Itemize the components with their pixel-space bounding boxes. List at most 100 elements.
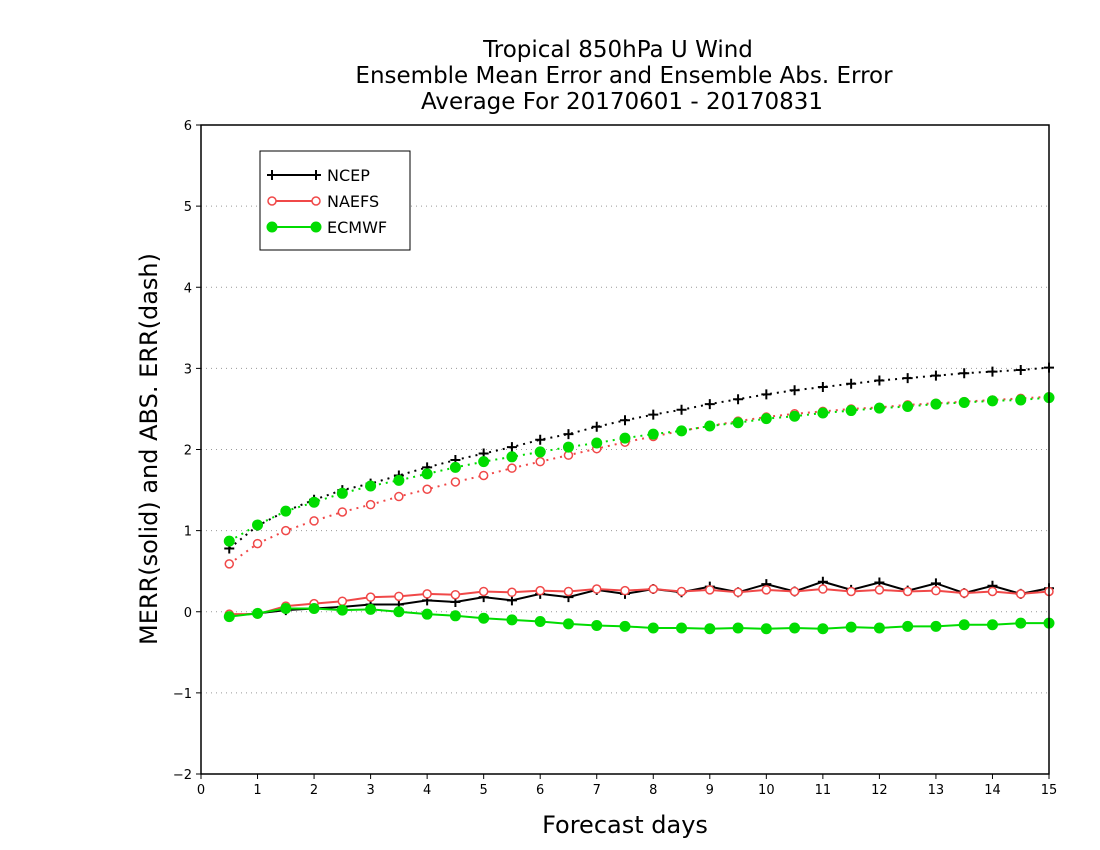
naefs-merr-point (987, 586, 998, 597)
naefs-abs-err-line (228, 395, 1050, 565)
ncep-abs-err-point (761, 389, 772, 400)
naefs-merr-point (365, 592, 376, 602)
y-tick-label: −2 (173, 768, 192, 783)
naefs-abs-err-point (450, 477, 461, 487)
naefs-merr-point (620, 585, 630, 596)
ecmwf-merr-point (252, 607, 264, 619)
naefs-merr-point (676, 586, 687, 597)
ncep-abs-err-point (506, 442, 517, 453)
x-tick-label: 0 (197, 783, 205, 798)
naefs-merr-point (902, 586, 913, 597)
naefs-merr-point (450, 589, 461, 600)
x-tick-label: 13 (928, 783, 945, 798)
ncep-abs-err-point (535, 434, 546, 445)
naefs-merr-point (591, 584, 602, 594)
ncep-abs-err-point (620, 415, 630, 426)
ecmwf-abs-err-point (365, 480, 377, 492)
legend-marker-naefs (267, 196, 277, 206)
ecmwf-abs-err-point (789, 410, 801, 422)
title-line-3: Average For 20170601 - 20170831 (421, 89, 823, 115)
ecmwf-merr-point (760, 623, 772, 635)
naefs-merr-point (1015, 589, 1026, 599)
y-tick-label: −1 (173, 687, 192, 702)
ecmwf-abs-err-point (308, 496, 320, 508)
ecmwf-merr-point (478, 612, 490, 624)
ncep-abs-err-point (563, 429, 574, 440)
ncep-abs-err-point (846, 378, 857, 389)
ecmwf-merr-point (393, 606, 405, 618)
x-tick-label: 15 (1041, 783, 1058, 798)
ncep-abs-err-point (676, 404, 687, 415)
ecmwf-abs-err-point (647, 428, 659, 440)
ecmwf-abs-err-point (958, 396, 970, 408)
y-axis-ticks: −2 −1 0 1 2 3 4 5 6 (173, 119, 201, 783)
naefs-merr-point (761, 585, 772, 595)
ecmwf-merr-point (591, 620, 603, 632)
ncep-abs-err-point (987, 366, 998, 377)
ncep-abs-err-line (228, 366, 1050, 550)
y-tick-label: 6 (184, 119, 192, 134)
ecmwf-abs-err-point (506, 451, 518, 463)
ecmwf-abs-err-point (986, 395, 998, 407)
ecmwf-merr-point (902, 620, 914, 632)
ecmwf-abs-err-point (336, 487, 348, 499)
naefs-merr-point (394, 591, 404, 602)
ncep-merr-point (506, 595, 517, 606)
x-tick-label: 10 (758, 783, 775, 798)
x-tick-label: 2 (310, 783, 318, 798)
naefs-merr-point (563, 586, 574, 597)
ncep-abs-err-point (874, 375, 885, 386)
naefs-merr-point (931, 585, 941, 596)
ecmwf-abs-err-point (873, 402, 885, 414)
legend-marker-ecmwf (310, 221, 322, 233)
ecmwf-merr-point (308, 603, 320, 615)
naefs-merr-point (337, 596, 348, 606)
series-ecmwf (223, 392, 1055, 635)
naefs-merr-point (818, 584, 828, 594)
y-axis-label: MERR(solid) and ABS. ERR(dash) (135, 253, 163, 645)
title-line-1: Tropical 850hPa U Wind (482, 37, 753, 63)
ecmwf-abs-err-point (421, 468, 433, 480)
naefs-merr-point (789, 586, 800, 597)
ncep-abs-err-point (648, 409, 659, 420)
ecmwf-merr-point (223, 611, 235, 623)
x-tick-label: 4 (423, 783, 431, 798)
naefs-merr-point (874, 585, 885, 595)
y-tick-label: 3 (184, 362, 192, 377)
ecmwf-merr-point (930, 620, 942, 632)
naefs-abs-err-point (224, 559, 235, 569)
y-tick-label: 5 (184, 200, 192, 215)
y-tick-label: 4 (184, 281, 192, 296)
naefs-merr-point (422, 589, 432, 599)
naefs-merr-point (648, 584, 659, 594)
ncep-abs-err-point (704, 399, 715, 410)
ecmwf-abs-err-point (704, 420, 716, 432)
naefs-abs-err-point (252, 538, 263, 549)
ecmwf-abs-err-point (478, 456, 490, 468)
naefs-merr-point (705, 585, 715, 595)
ecmwf-merr-point (280, 603, 292, 615)
ncep-abs-err-point (959, 368, 970, 379)
ecmwf-abs-err-point (845, 405, 857, 417)
x-axis-ticks: 0 1 2 3 4 5 6 7 8 9 10 11 12 13 14 15 (197, 774, 1057, 798)
ecmwf-merr-point (1015, 617, 1027, 629)
x-tick-label: 14 (984, 783, 1001, 798)
ecmwf-abs-err-point (732, 417, 744, 429)
ecmwf-abs-err-point (930, 398, 942, 410)
legend-marker-ncep (311, 170, 321, 180)
ecmwf-abs-err-point (449, 461, 461, 473)
legend-label-ecmwf: ECMWF (327, 218, 387, 237)
x-tick-label: 9 (706, 783, 714, 798)
ncep-abs-err-point (591, 421, 602, 432)
ecmwf-merr-point (958, 619, 970, 631)
ecmwf-merr-point (676, 622, 688, 634)
ecmwf-merr-point (506, 614, 518, 626)
naefs-merr-point (959, 588, 969, 598)
x-tick-label: 1 (253, 783, 261, 798)
legend-label-ncep: NCEP (327, 166, 370, 185)
ecmwf-abs-err-point (591, 437, 603, 449)
x-axis-label: Forecast days (542, 811, 708, 839)
y-tick-label: 2 (184, 444, 192, 459)
ecmwf-merr-point (845, 621, 857, 633)
